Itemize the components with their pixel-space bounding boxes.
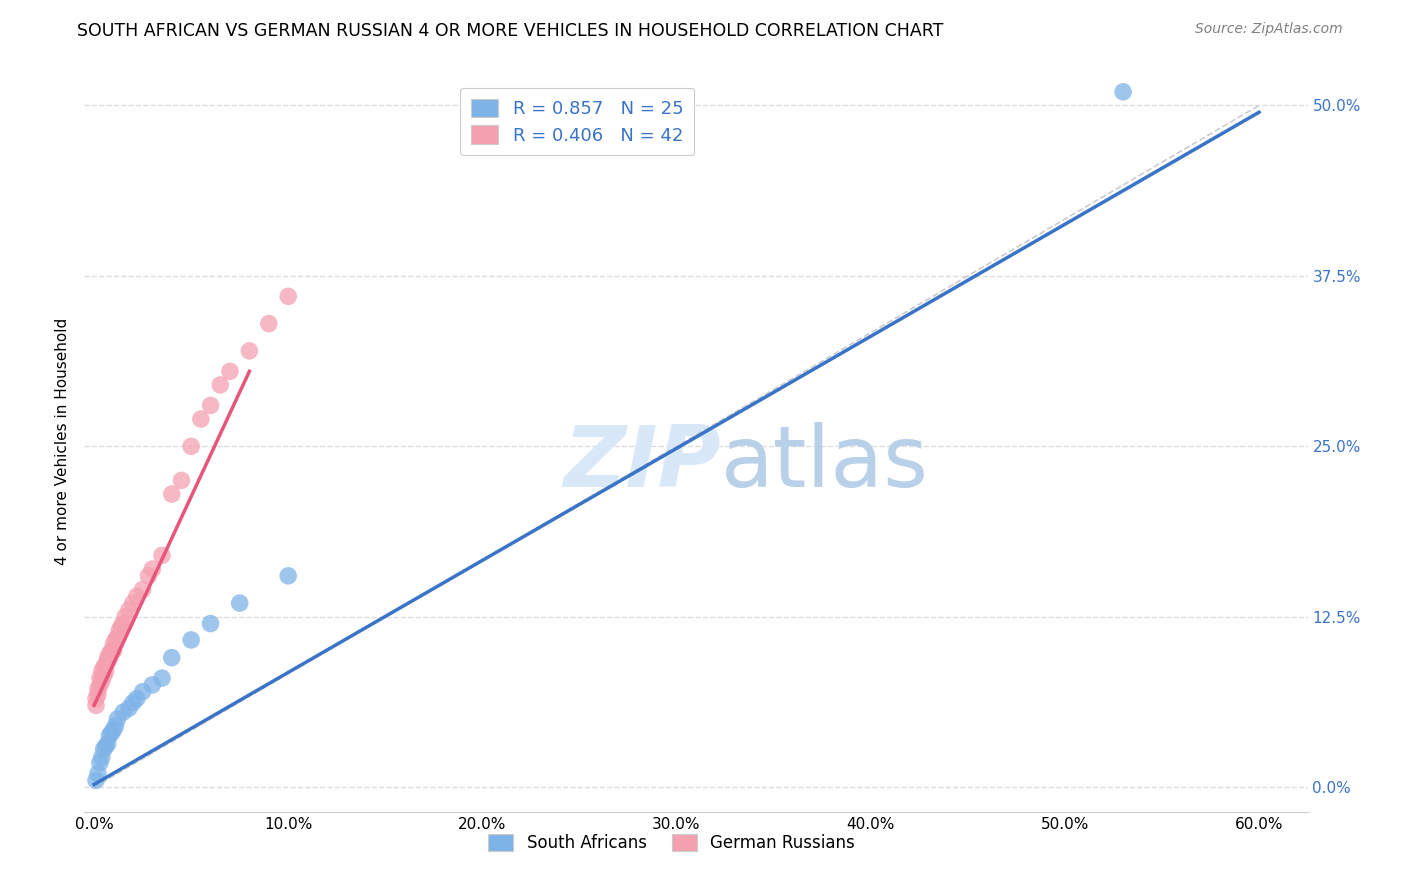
Point	[112, 616, 135, 631]
Point	[84, 691, 107, 706]
Point	[90, 665, 112, 679]
Point	[160, 487, 183, 501]
Point	[84, 773, 107, 788]
Point	[100, 725, 122, 739]
Legend: South Africans, German Russians: South Africans, German Russians	[482, 828, 862, 859]
Point	[104, 632, 127, 647]
Text: SOUTH AFRICAN VS GERMAN RUSSIAN 4 OR MORE VEHICLES IN HOUSEHOLD CORRELATION CHAR: SOUTH AFRICAN VS GERMAN RUSSIAN 4 OR MOR…	[77, 22, 943, 40]
Point	[93, 742, 115, 756]
Text: Source: ZipAtlas.com: Source: ZipAtlas.com	[1195, 22, 1343, 37]
Point	[160, 650, 183, 665]
Point	[103, 644, 125, 658]
Point	[94, 657, 117, 672]
Point	[125, 691, 148, 706]
Point	[97, 737, 120, 751]
Point	[94, 665, 117, 679]
Point	[87, 681, 110, 696]
Point	[209, 378, 232, 392]
Point	[98, 650, 121, 665]
Point	[200, 398, 222, 412]
Point	[257, 317, 280, 331]
Point	[98, 728, 121, 742]
Point	[93, 668, 115, 682]
Point	[118, 701, 141, 715]
Point	[105, 712, 128, 726]
Point	[87, 688, 110, 702]
Point	[1112, 85, 1135, 99]
Y-axis label: 4 or more Vehicles in Household: 4 or more Vehicles in Household	[55, 318, 70, 566]
Point	[125, 589, 148, 603]
Point	[200, 616, 222, 631]
Point	[138, 569, 160, 583]
Point	[150, 671, 173, 685]
Point	[150, 549, 173, 563]
Point	[141, 562, 163, 576]
Point	[104, 719, 127, 733]
Point	[90, 673, 112, 688]
Point	[112, 705, 135, 719]
Point	[190, 412, 212, 426]
Point	[180, 439, 202, 453]
Point	[93, 660, 115, 674]
Point	[180, 632, 202, 647]
Text: ZIP: ZIP	[562, 422, 720, 505]
Point	[122, 696, 145, 710]
Point	[94, 739, 117, 754]
Point	[219, 364, 242, 378]
Point	[114, 609, 136, 624]
Point	[90, 750, 112, 764]
Point	[89, 756, 111, 770]
Point	[103, 637, 125, 651]
Point	[97, 655, 120, 669]
Text: atlas: atlas	[720, 422, 928, 505]
Point	[87, 766, 110, 780]
Point	[141, 678, 163, 692]
Point	[97, 650, 120, 665]
Point	[103, 723, 125, 737]
Point	[110, 619, 132, 633]
Point	[228, 596, 250, 610]
Point	[84, 698, 107, 713]
Point	[238, 343, 260, 358]
Point	[170, 474, 193, 488]
Point	[277, 569, 299, 583]
Point	[122, 596, 145, 610]
Point	[105, 630, 128, 644]
Point	[89, 678, 111, 692]
Point	[98, 647, 121, 661]
Point	[131, 684, 153, 698]
Point	[131, 582, 153, 597]
Point	[89, 671, 111, 685]
Point	[118, 603, 141, 617]
Point	[108, 624, 131, 638]
Point	[277, 289, 299, 303]
Point	[100, 644, 122, 658]
